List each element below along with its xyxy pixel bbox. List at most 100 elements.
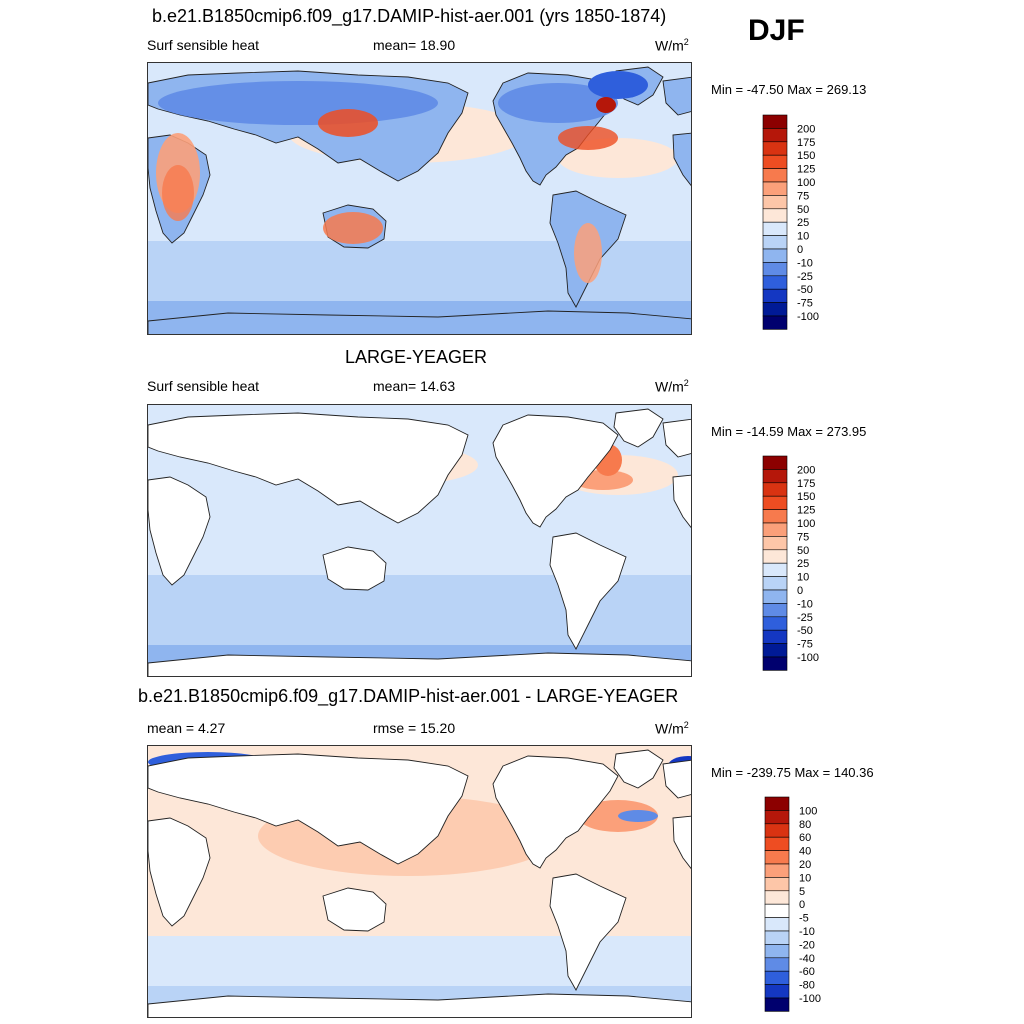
colorbar-label: -40 (799, 953, 815, 965)
colorbar-swatch (764, 810, 790, 825)
colorbar-swatch (764, 984, 790, 999)
colorbar-label: -100 (797, 652, 819, 664)
panel-2-colorbar: 200 175 150 125 100 75 50 25 10 0 -10 -25 -50 -75 -100 (762, 455, 843, 672)
colorbar-label: 175 (797, 137, 815, 149)
colorbar-swatch (764, 944, 790, 959)
colorbar-label: 50 (797, 204, 809, 216)
panel-3-map (147, 745, 692, 1018)
panel-2-mean-label: mean= 14.63 (373, 378, 456, 394)
colorbar-label: -80 (799, 980, 815, 992)
colorbar-swatch (764, 930, 790, 945)
colorbar-swatch (764, 850, 790, 865)
colorbar-swatch (764, 863, 790, 878)
colorbar-label: 125 (797, 164, 815, 176)
colorbar-swatch (762, 549, 788, 564)
continent-outline (148, 476, 211, 586)
field-band (148, 241, 691, 301)
colorbar-swatch (762, 195, 788, 210)
colorbar-label: 40 (799, 846, 811, 858)
colorbar-label: -100 (797, 311, 819, 323)
colorbar-swatch (762, 128, 788, 143)
colorbar-swatch (762, 616, 788, 631)
colorbar-label: 50 (797, 545, 809, 557)
colorbar-swatch (762, 629, 788, 644)
colorbar-swatch (762, 562, 788, 577)
colorbar-label: -20 (799, 939, 815, 951)
colorbar-label: 80 (799, 819, 811, 831)
colorbar-swatch (764, 903, 790, 918)
colorbar-swatch (762, 141, 788, 156)
panel-1-variable-label: Surf sensible heat (147, 37, 260, 53)
field-contour (318, 109, 378, 137)
field-contour (618, 810, 658, 822)
continent-outline (148, 652, 691, 676)
colorbar-label: 10 (797, 572, 809, 584)
field-contour (323, 212, 383, 244)
field-band (148, 936, 691, 986)
colorbar-swatch (762, 495, 788, 510)
colorbar-label: 25 (797, 217, 809, 229)
field-contour (596, 97, 616, 113)
colorbar-swatch (764, 890, 790, 905)
colorbar-swatch (762, 181, 788, 196)
panel-3-rmse-label: rmse = 15.20 (373, 720, 456, 736)
panel-3-min-max: Min = -239.75 Max = 140.36 (711, 765, 874, 780)
colorbar-swatch (762, 168, 788, 183)
continent-outline (662, 76, 691, 116)
colorbar-label: -10 (799, 926, 815, 938)
continent-outline (148, 310, 691, 334)
colorbar-swatch (762, 248, 788, 263)
colorbar-label: 175 (797, 478, 815, 490)
colorbar-label: 200 (797, 464, 815, 476)
continent-outline (662, 418, 691, 458)
colorbar-swatch (762, 275, 788, 290)
panel-2-variable-label: Surf sensible heat (147, 378, 260, 394)
continent-outline (549, 532, 627, 650)
colorbar-swatch (762, 208, 788, 223)
colorbar-swatch (762, 522, 788, 537)
colorbar-label: 150 (797, 150, 815, 162)
colorbar-swatch (762, 482, 788, 497)
colorbar-label: -25 (797, 271, 813, 283)
continent-outline (322, 887, 387, 932)
continent-outline (613, 408, 664, 448)
colorbar-label: -5 (799, 913, 809, 925)
continent-outline (322, 546, 387, 591)
continent-outline (148, 993, 691, 1017)
panel-3-units: W/m2 (655, 720, 689, 737)
colorbar-label: 100 (797, 518, 815, 530)
colorbar-swatch (762, 302, 788, 317)
panel-1-title: b.e21.B1850cmip6.f09_g17.DAMIP-hist-aer.… (152, 6, 667, 26)
colorbar-swatch (762, 114, 788, 129)
colorbar-label: -25 (797, 612, 813, 624)
panel-1-units: W/m2 (655, 37, 689, 54)
continent-outline (148, 817, 211, 927)
colorbar-label: 25 (797, 558, 809, 570)
continent-outline (672, 815, 691, 870)
panel-2-min-max: Min = -14.59 Max = 273.95 (711, 424, 867, 439)
colorbar-label: -50 (797, 625, 813, 637)
panel-2-units: W/m2 (655, 378, 689, 395)
colorbar-label: 60 (799, 832, 811, 844)
panel-3-title: b.e21.B1850cmip6.f09_g17.DAMIP-hist-aer.… (138, 686, 679, 706)
colorbar-label: 10 (799, 872, 811, 884)
colorbar-label: -75 (797, 639, 813, 651)
colorbar-swatch (762, 288, 788, 303)
colorbar-label: 0 (799, 899, 805, 911)
colorbar-swatch (762, 235, 788, 250)
field-contour (162, 165, 194, 221)
continent-outline (492, 414, 619, 528)
continent-outline (549, 873, 627, 991)
panel-1-min-max: Min = -47.50 Max = 269.13 (711, 82, 867, 97)
field-contour (558, 126, 618, 150)
colorbar-swatch (762, 469, 788, 484)
colorbar-swatch (762, 262, 788, 277)
colorbar-swatch (764, 917, 790, 932)
colorbar-label: 20 (799, 859, 811, 871)
panel-1-colorbar: 200 175 150 125 100 75 50 25 10 0 -10 -25 -50 -75 -100 (762, 114, 843, 331)
colorbar-swatch (764, 957, 790, 972)
colorbar-swatch (762, 576, 788, 591)
colorbar-swatch (762, 455, 788, 470)
colorbar-label: 5 (799, 886, 805, 898)
colorbar-label: 200 (797, 123, 815, 135)
